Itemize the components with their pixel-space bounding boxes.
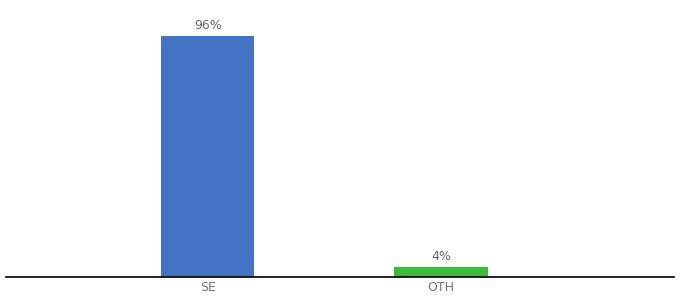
Bar: [394, 266, 488, 277]
Text: 96%: 96%: [194, 19, 222, 32]
Text: 4%: 4%: [431, 250, 451, 263]
Bar: [161, 36, 254, 277]
